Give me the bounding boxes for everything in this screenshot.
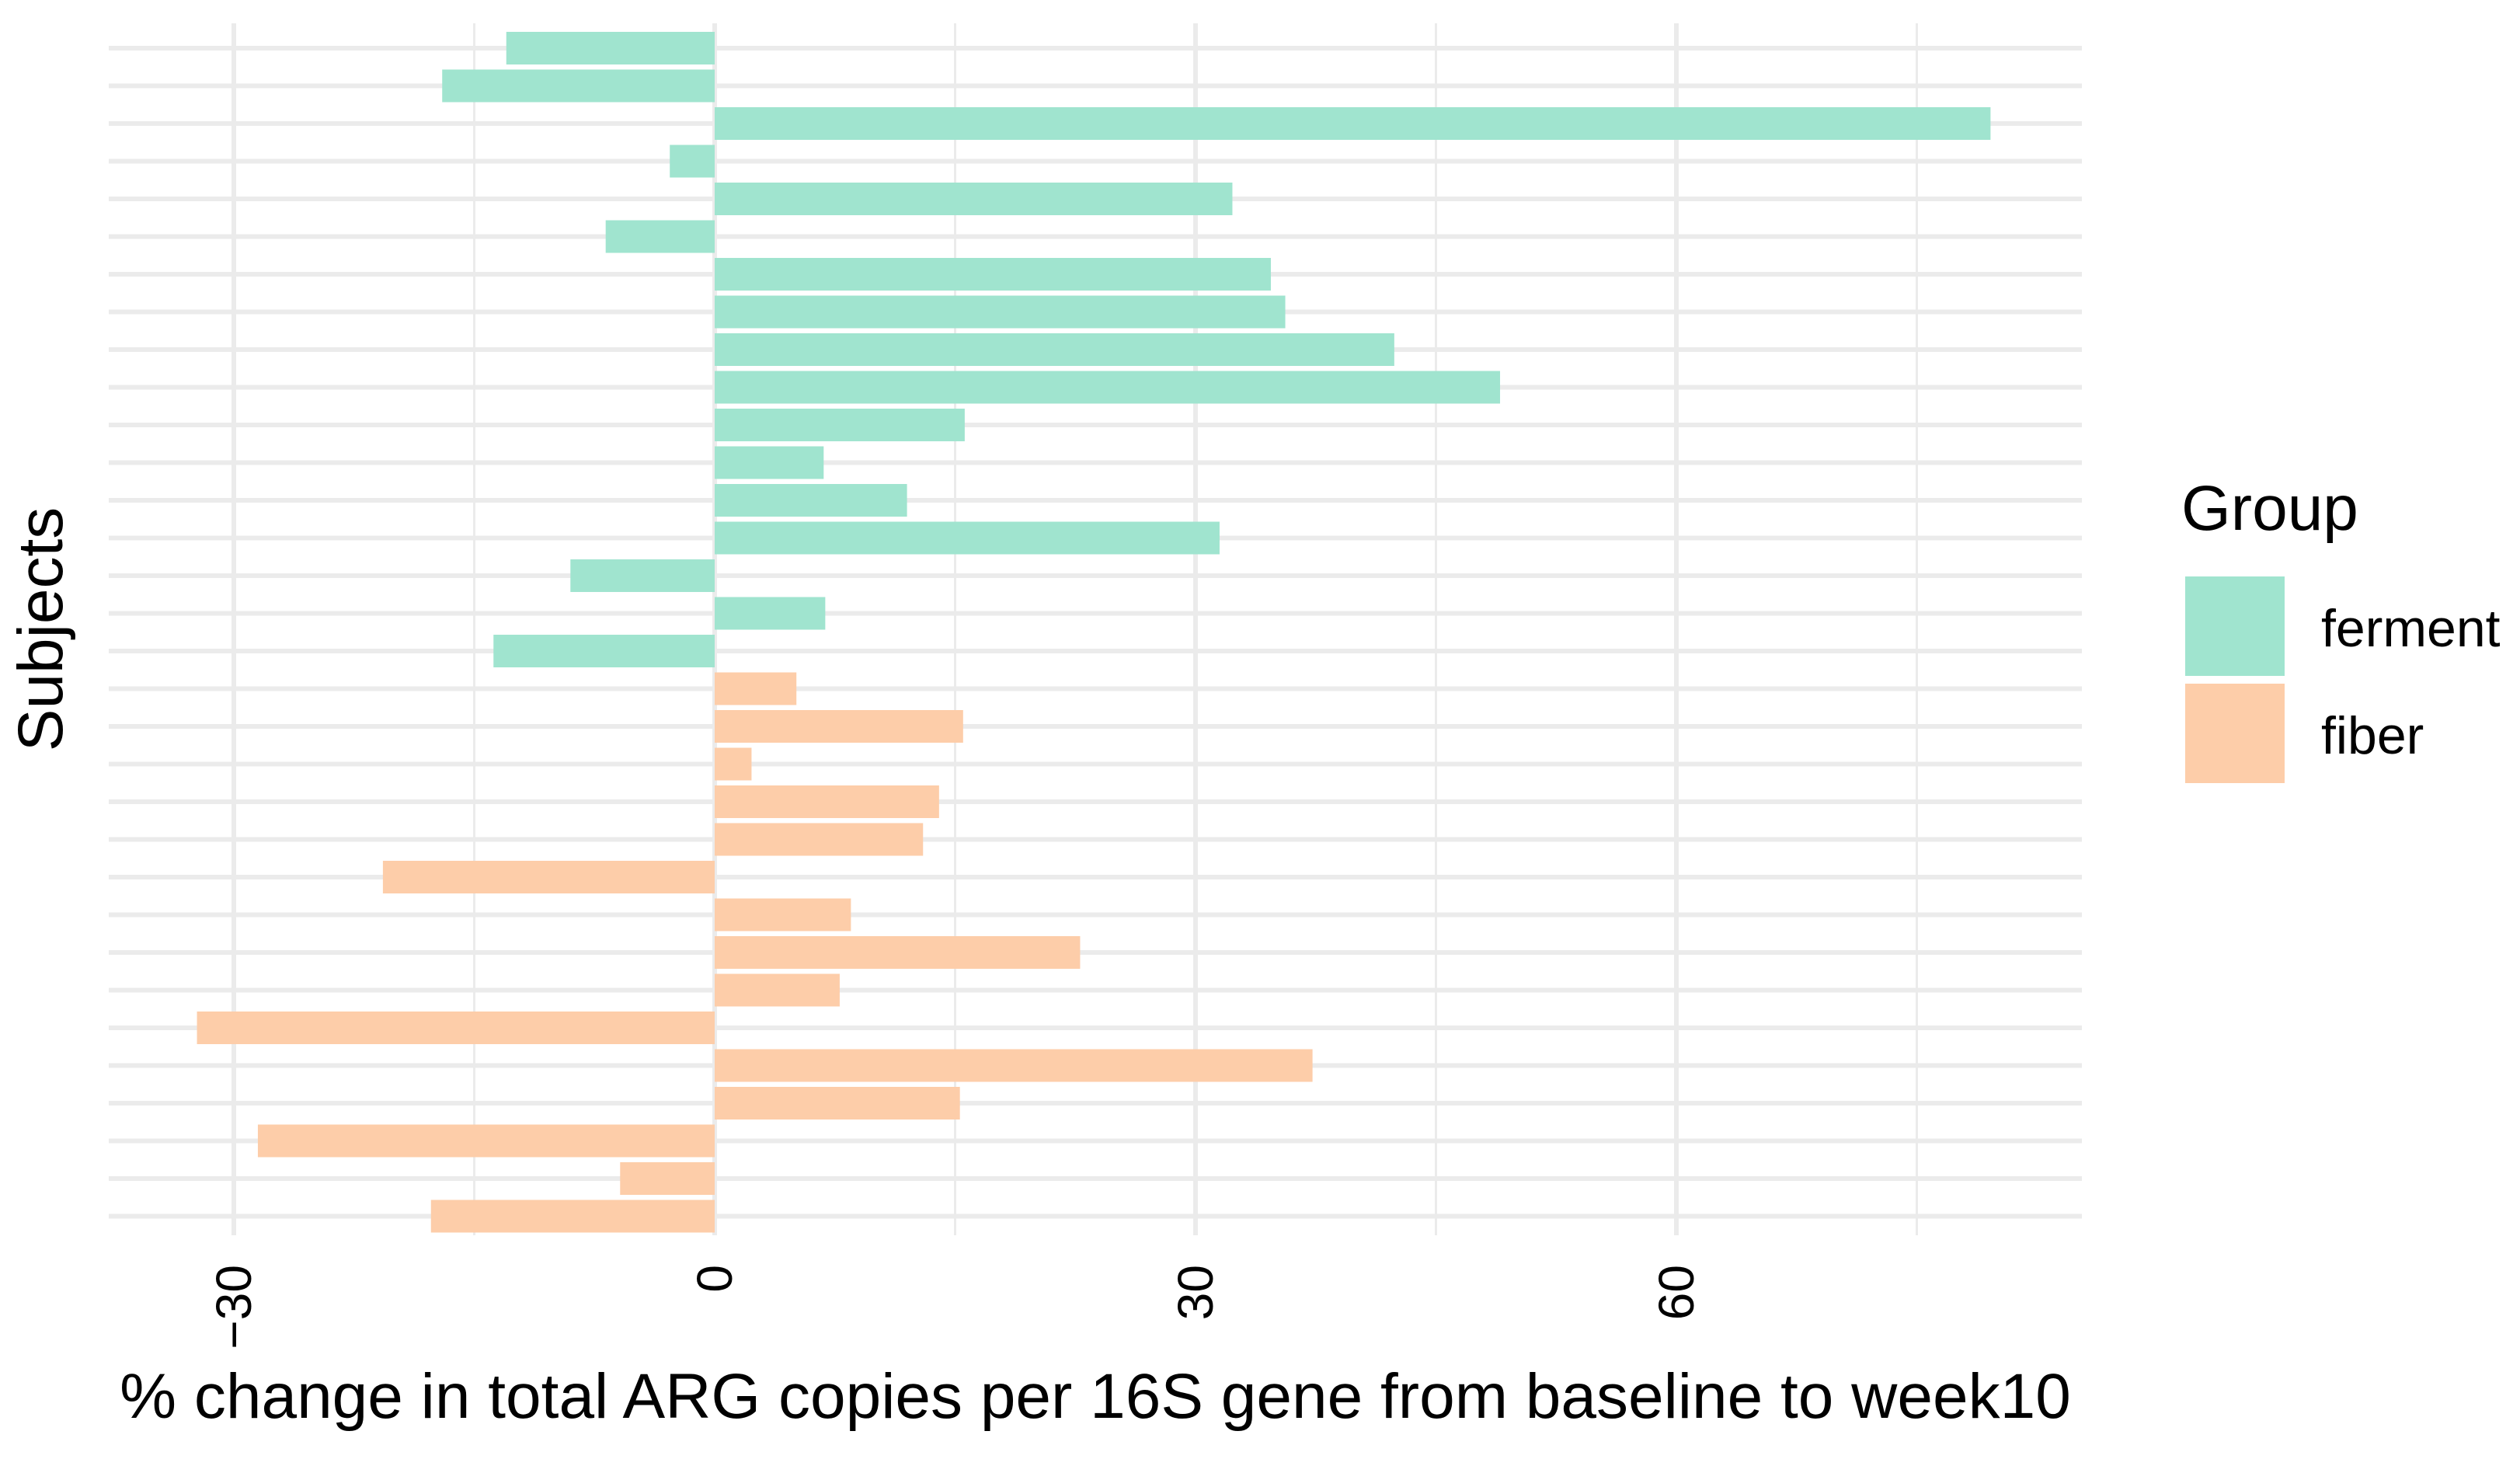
x-axis-title: % change in total ARG copies per 16S gen… bbox=[120, 1361, 2071, 1432]
bar-fiber-24 bbox=[715, 898, 851, 931]
bar-ferment-1 bbox=[506, 32, 715, 64]
bar-ferment-6 bbox=[605, 220, 715, 253]
x-axis-ticks: −30 0 30 60 bbox=[206, 1265, 1704, 1349]
bar-ferment-16 bbox=[715, 597, 826, 630]
bar-fiber-18 bbox=[715, 672, 797, 705]
bar-fiber-21 bbox=[715, 785, 939, 818]
x-tick-label: 0 bbox=[687, 1265, 743, 1293]
legend-swatch-fiber bbox=[2185, 684, 2285, 783]
bar-fiber-29 bbox=[715, 1087, 960, 1119]
bar-fiber-27 bbox=[197, 1012, 715, 1044]
bar-ferment-11 bbox=[715, 409, 965, 441]
legend-label-fiber: fiber bbox=[2321, 706, 2424, 765]
x-tick-label: 30 bbox=[1168, 1265, 1223, 1320]
bar-fiber-28 bbox=[715, 1049, 1313, 1082]
bar-ferment-14 bbox=[715, 521, 1220, 555]
bar-fiber-19 bbox=[715, 710, 963, 743]
bar-fiber-31 bbox=[620, 1162, 715, 1195]
bar-ferment-2 bbox=[442, 69, 715, 103]
bar-ferment-8 bbox=[715, 295, 1286, 329]
bar-ferment-9 bbox=[715, 333, 1394, 366]
bar-ferment-4 bbox=[670, 145, 715, 178]
bar-ferment-5 bbox=[715, 183, 1233, 215]
bar-ferment-15 bbox=[570, 559, 715, 592]
bar-fiber-22 bbox=[715, 823, 924, 856]
bar-ferment-13 bbox=[715, 484, 907, 517]
y-axis-title: Subjects bbox=[5, 507, 76, 752]
bar-fiber-32 bbox=[430, 1200, 715, 1233]
bar-fiber-26 bbox=[715, 973, 840, 1007]
bar-fiber-23 bbox=[382, 861, 715, 893]
x-tick-label: 60 bbox=[1648, 1265, 1704, 1320]
bar-fiber-20 bbox=[715, 747, 752, 781]
bar-fiber-30 bbox=[257, 1124, 715, 1158]
legend: Group ferment fiber bbox=[2181, 473, 2501, 783]
bar-ferment-3 bbox=[715, 107, 1991, 140]
bar-ferment-12 bbox=[715, 446, 824, 479]
bars bbox=[197, 32, 1991, 1233]
legend-title: Group bbox=[2181, 473, 2358, 544]
bar-ferment-10 bbox=[715, 371, 1501, 404]
legend-label-ferment: ferment bbox=[2321, 599, 2501, 658]
bar-ferment-17 bbox=[493, 635, 715, 667]
x-tick-label: −30 bbox=[206, 1265, 262, 1349]
legend-swatch-ferment bbox=[2185, 576, 2285, 676]
bar-fiber-25 bbox=[715, 936, 1081, 969]
bar-ferment-7 bbox=[715, 258, 1271, 291]
